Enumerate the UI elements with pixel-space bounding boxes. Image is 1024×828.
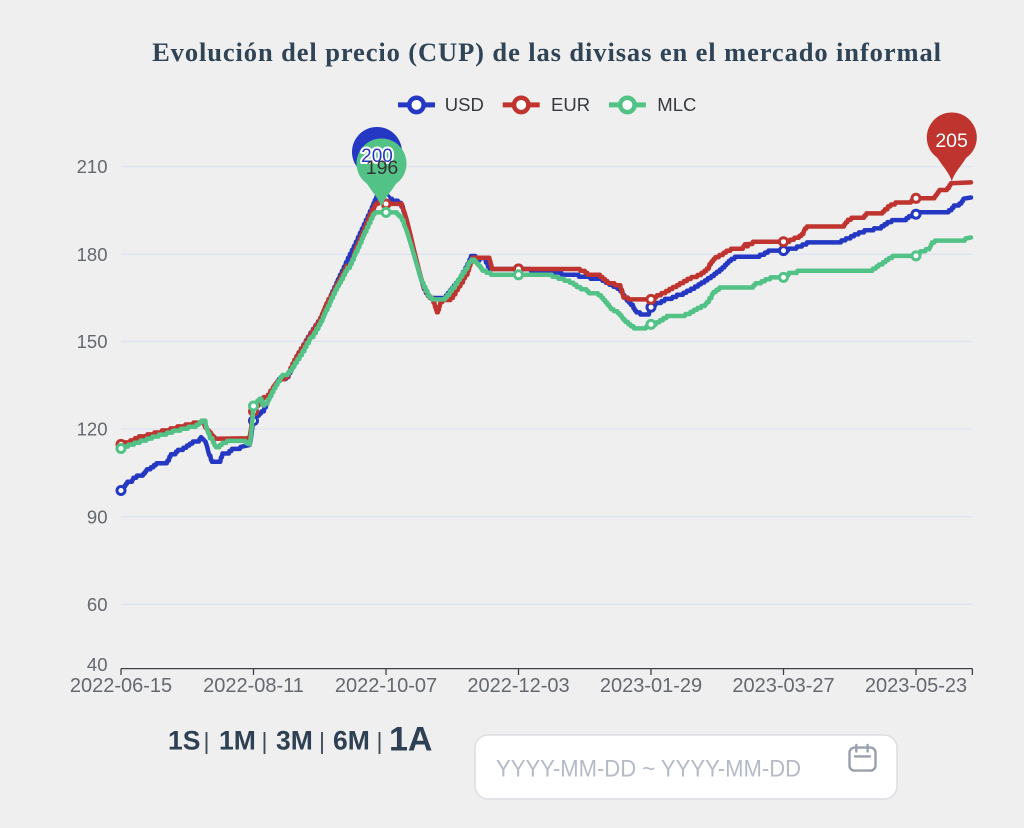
svg-text:YYYY-MM-DD ~ YYYY-MM-DD: YYYY-MM-DD ~ YYYY-MM-DD [496,755,801,782]
svg-text:|: | [377,728,383,754]
svg-text:2022-08-11: 2022-08-11 [203,675,304,697]
svg-text:205: 205 [935,130,968,152]
svg-text:40: 40 [87,654,108,675]
svg-text:200: 200 [361,146,393,167]
svg-text:90: 90 [87,506,108,527]
svg-text:1M: 1M [219,726,256,756]
svg-text:|: | [319,728,325,754]
svg-text:2022-06-15: 2022-06-15 [70,675,172,697]
svg-text:180: 180 [77,244,108,265]
svg-text:Evolución del precio (CUP) de: Evolución del precio (CUP) de las divisa… [152,37,942,67]
svg-text:2022-12-03: 2022-12-03 [467,675,569,697]
svg-text:|: | [262,728,268,754]
svg-text:MLC: MLC [657,94,696,115]
svg-text:210: 210 [77,156,108,177]
svg-text:6M: 6M [333,726,370,756]
svg-text:EUR: EUR [551,94,590,115]
svg-text:60: 60 [87,594,108,615]
svg-text:2022-10-07: 2022-10-07 [335,675,437,697]
svg-text:196: 196 [366,157,399,179]
svg-text:2023-05-23: 2023-05-23 [865,675,967,697]
svg-text:120: 120 [77,419,108,440]
svg-text:|: | [204,728,210,754]
svg-text:1A: 1A [389,721,432,759]
svg-text:1S: 1S [168,726,200,756]
svg-text:150: 150 [77,331,108,352]
svg-text:2023-01-29: 2023-01-29 [600,675,702,697]
svg-text:2023-03-27: 2023-03-27 [732,675,834,697]
svg-text:USD: USD [445,94,484,115]
svg-text:3M: 3M [276,726,313,756]
